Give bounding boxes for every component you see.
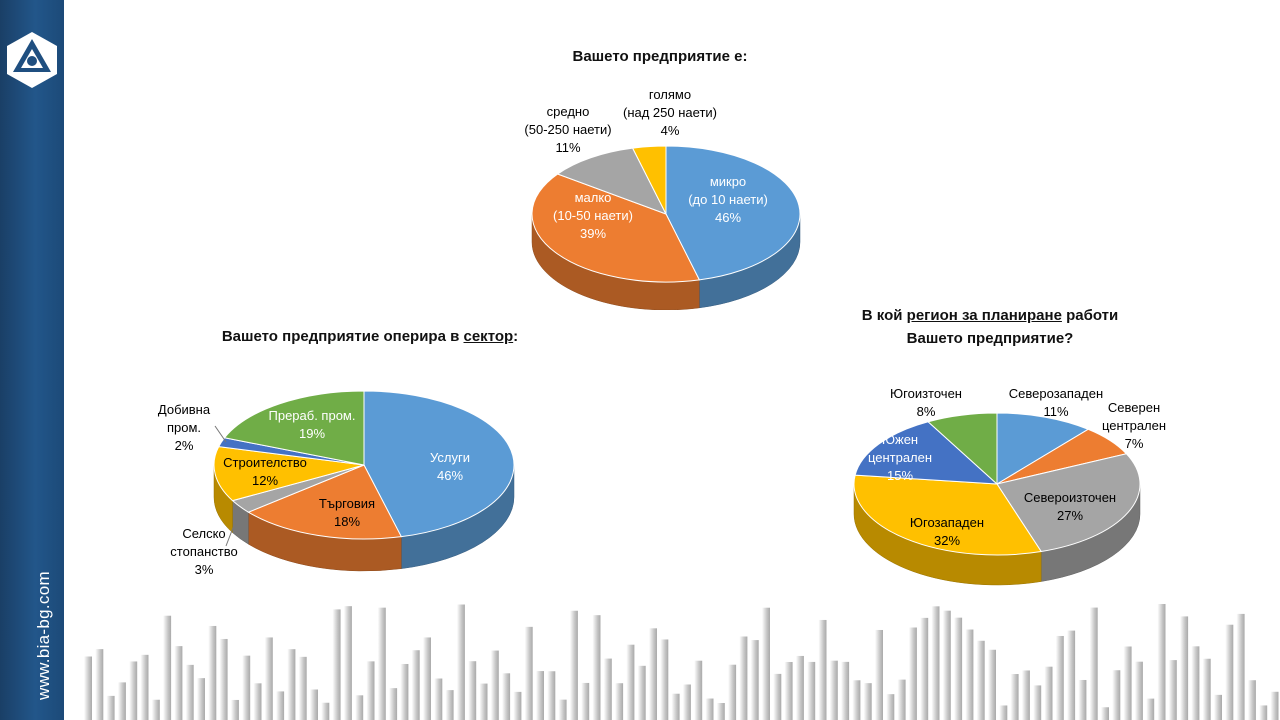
pie-slice-3 — [631, 145, 667, 215]
sidebar: www.bia-bg.com — [0, 0, 64, 720]
data-label-1: Северен централен 7% — [1102, 400, 1166, 451]
data-label-2: Североизточен 27% — [1024, 490, 1116, 523]
chart-title-region-keyword: регион за планиране — [906, 307, 1062, 324]
bia-logo-icon — [7, 32, 57, 88]
data-label-3: Югозападен 32% — [910, 515, 984, 548]
chart-title-sector-keyword: сектор — [463, 328, 514, 345]
pie-slice-3 — [853, 474, 1043, 556]
chart-title-sector-part1: Вашето предприятие оперира в — [221, 328, 464, 345]
leader-line-mining — [214, 425, 227, 443]
data-label-2: средно (50-250 наети) 11% — [524, 104, 611, 155]
pie-slice-0 — [363, 390, 515, 538]
pie-slice-5 — [927, 412, 998, 486]
chart-title-region: В кой регион за планиране работи Вашето … — [800, 304, 1180, 350]
data-label-5: Югоизточен 8% — [890, 386, 962, 419]
chart-title-sector-part3: : — [513, 328, 519, 345]
pie-chart-sector: Услуги 46% Търговия 18% Селско стопанство 3% Ст… — [158, 390, 515, 577]
decorative-bars — [84, 603, 1279, 720]
pie-chart-region: Северозападен 11% Северен централен 7% Северо… — [853, 386, 1166, 586]
chart-title-sector: Вашето предприятие оперира в сектор: — [150, 325, 590, 348]
pie-slice-2 — [556, 147, 668, 215]
site-url[interactable]: www.bia-bg.com — [34, 571, 53, 700]
pie-slice-0 — [996, 412, 1090, 485]
chart-title-size: Вашето предприятие е: — [572, 48, 748, 65]
data-label-1: малко (10-50 наети) 39% — [553, 190, 633, 241]
data-label-3: голямо (над 250 наети) 4% — [623, 87, 717, 138]
pie-slice-1 — [247, 464, 403, 540]
pie-slice-4 — [854, 421, 999, 485]
pie-slice-2 — [996, 453, 1141, 553]
leader-line-agri — [225, 519, 237, 547]
pie-slice-3 — [213, 446, 365, 502]
pie-slice-1 — [531, 173, 701, 283]
data-label-1: Търговия 18% — [319, 496, 375, 529]
data-label-2: Селско стопанство 3% — [170, 526, 237, 577]
data-label-0: Северозападен 11% — [1009, 386, 1103, 419]
data-label-5: Прераб. пром. 19% — [269, 408, 356, 441]
data-label-0: Услуги 46% — [430, 450, 470, 483]
pie-chart-size: микро (до 10 наети) 46% малко (10-50 наети) 3… — [524, 87, 801, 310]
pie-slice-5 — [223, 390, 365, 466]
chart-title-region-line2: Вашето предприятие? — [906, 330, 1074, 347]
pie-slice-0 — [665, 145, 801, 281]
data-label-3: Строителство 12% — [223, 455, 307, 488]
chart-title-region-part1: В кой — [861, 307, 907, 324]
chart-title-region-line1: В кой регион за планиране работи — [800, 304, 1180, 327]
chart-title-region-part3: работи — [1061, 307, 1119, 324]
data-label-4: Добивна пром. 2% — [158, 402, 211, 453]
data-label-4: Южен централен 15% — [868, 432, 932, 483]
data-label-0: микро (до 10 наети) 46% — [688, 174, 768, 225]
